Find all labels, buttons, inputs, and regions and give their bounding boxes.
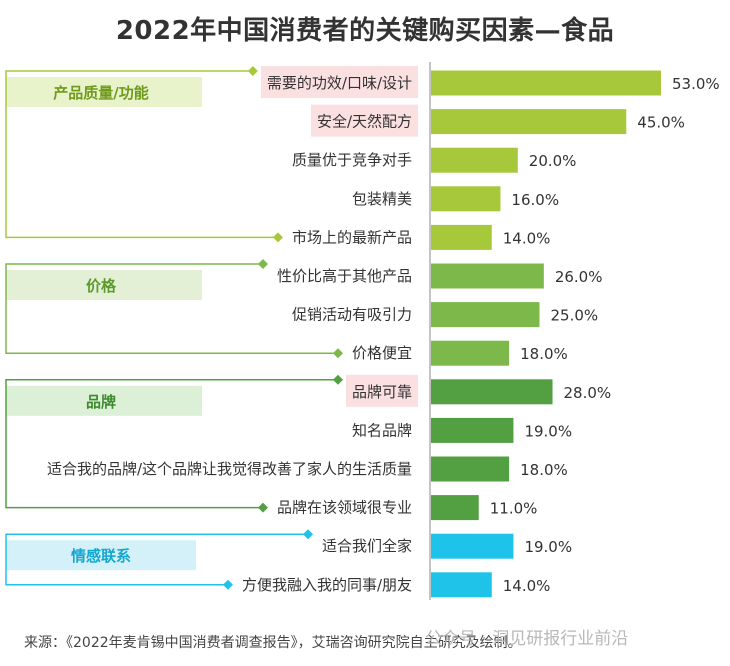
diamond-marker bbox=[332, 348, 343, 359]
value-label: 53.0% bbox=[672, 75, 720, 93]
bar bbox=[431, 533, 514, 559]
category-label: 适合我们全家 bbox=[322, 537, 412, 555]
category-label: 需要的功效/口味/设计 bbox=[267, 74, 412, 92]
bar bbox=[431, 572, 492, 598]
watermark: 公众号 · 洞见研报行业前沿 bbox=[425, 629, 629, 649]
diamond-marker bbox=[302, 529, 313, 540]
highlight-box bbox=[310, 104, 418, 137]
value-label: 18.0% bbox=[520, 345, 568, 363]
value-label: 45.0% bbox=[637, 114, 685, 132]
diamond-marker bbox=[272, 232, 283, 243]
diamond-marker bbox=[332, 374, 343, 385]
value-label: 16.0% bbox=[511, 191, 559, 209]
value-label: 11.0% bbox=[490, 500, 538, 518]
bar bbox=[431, 417, 514, 443]
category-label: 市场上的最新产品 bbox=[292, 228, 412, 246]
group-bracket bbox=[5, 533, 308, 586]
diamond-marker bbox=[222, 579, 233, 590]
value-label: 18.0% bbox=[520, 461, 568, 479]
group-band bbox=[6, 270, 202, 300]
group-bracket bbox=[5, 70, 278, 239]
diamond-marker bbox=[247, 66, 258, 76]
category-label: 品牌在该领域很专业 bbox=[277, 499, 412, 517]
category-label: 适合我的品牌/这个品牌让我觉得改善了家人的生活质量 bbox=[47, 460, 412, 478]
value-label: 20.0% bbox=[529, 152, 577, 170]
highlight-box bbox=[345, 374, 418, 407]
group-label: 价格 bbox=[86, 277, 117, 295]
category-label: 性价比高于其他产品 bbox=[277, 267, 412, 285]
group-band bbox=[6, 77, 202, 107]
value-label: 28.0% bbox=[564, 384, 612, 402]
group-label: 情感联系 bbox=[71, 547, 131, 565]
group-label: 产品质量/功能 bbox=[53, 84, 148, 102]
group-label: 品牌 bbox=[86, 393, 116, 411]
bar bbox=[431, 70, 661, 96]
diamond-marker bbox=[257, 259, 268, 269]
category-label: 质量优于竞争对手 bbox=[292, 151, 412, 169]
bar bbox=[431, 109, 627, 135]
bar bbox=[431, 379, 553, 405]
category-label: 促销活动有吸引力 bbox=[292, 306, 412, 324]
diamond-marker bbox=[257, 502, 268, 513]
category-label: 安全/天然配方 bbox=[317, 113, 412, 131]
category-label: 知名品牌 bbox=[352, 421, 412, 439]
value-label: 19.0% bbox=[524, 422, 572, 440]
group-bracket bbox=[5, 263, 338, 354]
category-label: 方便我融入我的同事/朋友 bbox=[242, 576, 412, 594]
category-label: 包装精美 bbox=[352, 190, 412, 208]
source-note: 来源：《2022年麦肯锡中国消费者调查报告》，艾瑞咨询研究院自主研究及绘制。 bbox=[24, 635, 522, 651]
bar bbox=[431, 147, 518, 173]
group-bracket bbox=[5, 379, 338, 509]
chart-title: 2022年中国消费者的关键购买因素—食品 bbox=[115, 16, 615, 46]
bar bbox=[431, 456, 510, 482]
value-label: 25.0% bbox=[550, 307, 598, 325]
value-label: 14.0% bbox=[503, 577, 551, 595]
group-band bbox=[6, 540, 196, 571]
category-label: 品牌可靠 bbox=[352, 383, 412, 401]
bar bbox=[431, 263, 544, 289]
bar bbox=[431, 186, 501, 212]
group-band bbox=[6, 385, 202, 416]
bar bbox=[431, 495, 479, 521]
category-label: 价格便宜 bbox=[352, 344, 412, 362]
bar bbox=[431, 302, 540, 328]
bar bbox=[431, 224, 492, 250]
value-label: 26.0% bbox=[555, 268, 603, 286]
bar bbox=[431, 340, 510, 366]
highlight-box bbox=[260, 66, 418, 98]
value-label: 19.0% bbox=[524, 538, 572, 556]
value-label: 14.0% bbox=[503, 229, 551, 247]
